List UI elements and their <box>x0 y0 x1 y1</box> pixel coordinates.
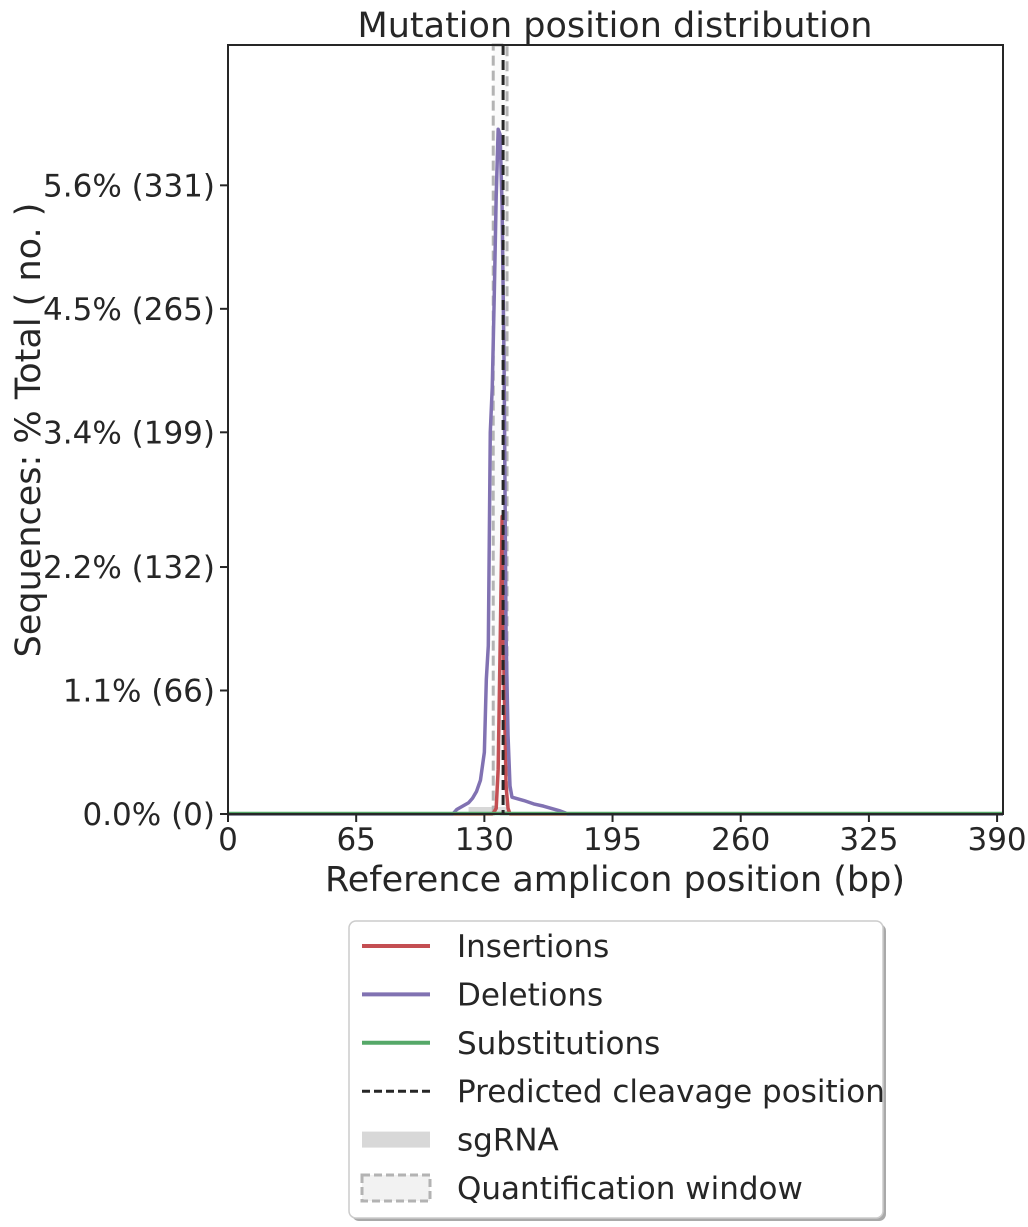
legend-items: Insertions Deletions Substitutions Predicte… <box>360 929 885 1207</box>
y-tick-label: 0.0% (0) <box>82 797 215 833</box>
y-axis-label: Sequences: % Total ( no. ) <box>9 203 49 658</box>
x-tick-label: 0 <box>218 822 238 858</box>
legend: Insertions Deletions Substitutions Predicte… <box>348 920 886 1221</box>
y-tick-label: 3.4% (199) <box>43 415 215 451</box>
plot-area <box>228 43 1003 816</box>
y-tick-label: 4.5% (265) <box>43 292 215 328</box>
legend-label: Insertions <box>457 929 609 965</box>
legend-label: Predicted cleavage position <box>457 1074 885 1110</box>
x-tick-label: 195 <box>583 822 642 858</box>
axis-ticks: 0 65 130 195 260 325 390 0.0% (0) 1.1% (66) 2.2% … <box>43 168 1027 858</box>
series-line-insertions <box>228 514 1003 816</box>
x-tick-label: 260 <box>711 822 770 858</box>
series-line-deletions <box>228 127 1003 816</box>
sgrna-bar <box>468 807 509 814</box>
legend-swatch <box>362 1131 430 1148</box>
x-tick-label: 390 <box>967 822 1026 858</box>
y-tick-label: 2.2% (132) <box>43 550 215 586</box>
x-axis-label: Reference amplicon position (bp) <box>325 860 905 900</box>
y-tick-label: 1.1% (66) <box>63 674 215 710</box>
plot-frame <box>227 44 1004 815</box>
y-tick-label: 5.6% (331) <box>43 168 215 204</box>
legend-label: sgRNA <box>457 1123 559 1159</box>
legend-label: Substitutions <box>457 1026 660 1062</box>
chart-title: Mutation position distribution <box>358 6 873 46</box>
legend-swatch <box>360 1173 432 1203</box>
legend-label: Deletions <box>457 977 603 1013</box>
legend-box <box>348 920 884 1219</box>
x-tick-label: 130 <box>455 822 514 858</box>
x-tick-label: 325 <box>839 822 898 858</box>
x-tick-label: 65 <box>336 822 375 858</box>
legend-label: Quantification window <box>457 1171 803 1207</box>
